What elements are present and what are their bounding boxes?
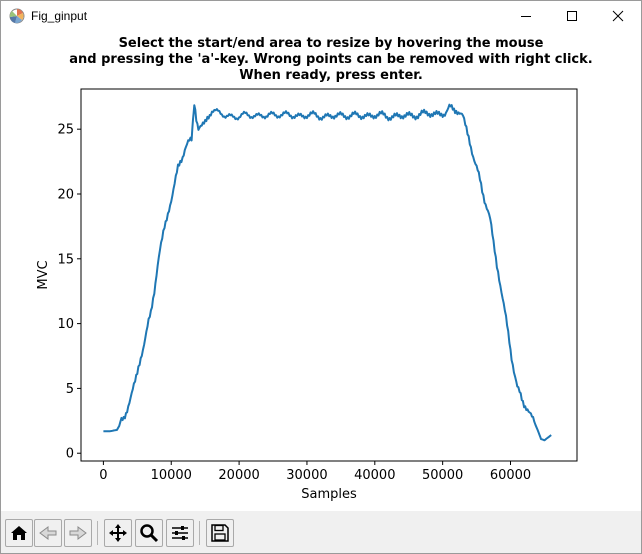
matplotlib-logo-icon bbox=[9, 8, 25, 24]
maximize-button[interactable] bbox=[549, 1, 595, 31]
pan-icon bbox=[109, 524, 127, 542]
x-tick-label: 50000 bbox=[422, 468, 463, 483]
minimize-icon bbox=[521, 16, 531, 17]
forward-icon bbox=[69, 526, 87, 540]
figure-title-line-2: and pressing the 'a'-key. Wrong points c… bbox=[69, 52, 593, 67]
title-bar[interactable]: Fig_ginput bbox=[1, 1, 641, 31]
home-button[interactable] bbox=[5, 519, 33, 547]
close-icon bbox=[612, 10, 624, 22]
x-tick-label: 40000 bbox=[354, 468, 395, 483]
figure-title-line-3: When ready, press enter. bbox=[239, 68, 423, 83]
y-tick-label: 10 bbox=[57, 317, 74, 332]
navigation-toolbar bbox=[1, 511, 641, 553]
toolbar-separator bbox=[97, 521, 98, 545]
y-tick-label: 5 bbox=[66, 382, 74, 397]
axes-frame bbox=[80, 88, 578, 462]
minimize-button[interactable] bbox=[503, 1, 549, 31]
figure-canvas[interactable]: Select the start/end area to resize by h… bbox=[1, 31, 641, 511]
x-tick-label: 20000 bbox=[218, 468, 259, 483]
x-tick-label: 0 bbox=[99, 468, 107, 483]
y-axis: 0 5 10 15 20 25 bbox=[57, 123, 81, 462]
x-tick-label: 60000 bbox=[490, 468, 531, 483]
save-button[interactable] bbox=[206, 519, 234, 547]
figure-title: Select the start/end area to resize by h… bbox=[1, 36, 641, 84]
y-tick-label: 20 bbox=[57, 187, 74, 202]
window-title: Fig_ginput bbox=[31, 9, 88, 23]
zoom-button[interactable] bbox=[135, 519, 163, 547]
zoom-icon bbox=[140, 524, 159, 543]
maximize-icon bbox=[567, 11, 577, 21]
back-icon bbox=[39, 526, 57, 540]
y-tick-label: 15 bbox=[57, 252, 74, 267]
save-icon bbox=[211, 524, 229, 542]
line-chart[interactable]: 0 5 10 15 20 25 0 10000 20000 30000 40000 50000 600… bbox=[1, 31, 641, 511]
figure-title-line-1: Select the start/end area to resize by h… bbox=[118, 36, 544, 51]
home-icon bbox=[11, 526, 27, 540]
x-tick-label: 10000 bbox=[151, 468, 192, 483]
toolbar-separator bbox=[199, 521, 200, 545]
y-tick-label: 25 bbox=[57, 123, 74, 138]
configure-subplots-icon bbox=[172, 526, 188, 540]
forward-button[interactable] bbox=[64, 519, 92, 547]
series-line bbox=[103, 103, 552, 442]
configure-subplots-button[interactable] bbox=[166, 519, 194, 547]
pan-button[interactable] bbox=[104, 519, 132, 547]
x-axis-label: Samples bbox=[301, 487, 357, 502]
y-tick-label: 0 bbox=[66, 447, 74, 462]
back-button[interactable] bbox=[34, 519, 62, 547]
y-axis-label: MVC bbox=[36, 260, 51, 289]
close-button[interactable] bbox=[595, 1, 641, 31]
x-axis: 0 10000 20000 30000 40000 50000 60000 bbox=[99, 461, 531, 483]
x-tick-label: 30000 bbox=[286, 468, 327, 483]
